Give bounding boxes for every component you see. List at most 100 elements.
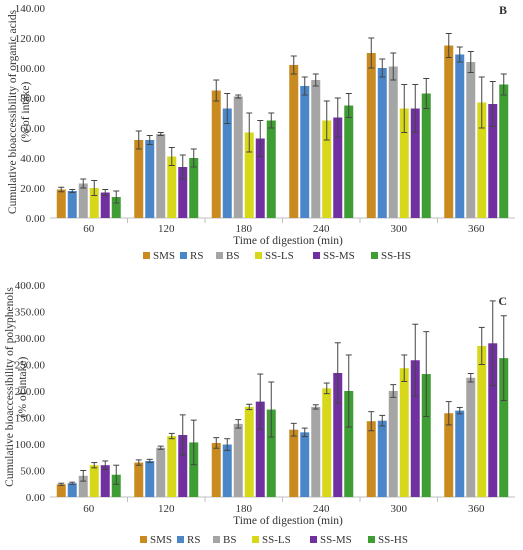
y-tick-label: 150.00 xyxy=(15,413,46,425)
bar xyxy=(222,444,232,497)
bar xyxy=(488,104,498,218)
legend-label: RS xyxy=(187,534,200,546)
legend: SMS RS BS SS-LS SS-MS SS-HS xyxy=(140,534,408,546)
chart-panel-b: B Cumulative bioaccessibility of organic… xyxy=(7,3,515,262)
legend-label: SMS xyxy=(150,534,172,546)
bar xyxy=(244,406,254,497)
bar xyxy=(178,167,188,218)
legend-label: SMS xyxy=(153,250,175,262)
bar xyxy=(67,191,77,218)
legend: SMS RS BS SS-LS SS-MS SS-HS xyxy=(143,250,411,262)
y-tick-label: 50.00 xyxy=(20,466,45,478)
bar xyxy=(377,68,387,218)
y-axis-title-unit: (% of intake) xyxy=(20,81,32,142)
bar xyxy=(300,432,310,497)
y-tick-label: 100.00 xyxy=(15,63,46,75)
x-tick-label: 60 xyxy=(83,503,95,515)
bar xyxy=(222,108,232,218)
legend-swatch xyxy=(371,252,378,259)
bar xyxy=(388,391,398,497)
bar xyxy=(455,54,465,218)
legend-swatch xyxy=(140,536,147,543)
bar xyxy=(134,140,144,218)
legend-swatch xyxy=(213,536,220,543)
bar xyxy=(289,65,299,218)
legend-swatch xyxy=(180,252,187,259)
legend-label: BS xyxy=(226,250,239,262)
legend-label: SS-LS xyxy=(265,250,294,262)
bar xyxy=(255,138,265,218)
x-tick-label: 180 xyxy=(236,223,253,235)
bar xyxy=(167,436,177,497)
x-tick-label: 60 xyxy=(83,223,95,235)
bar xyxy=(156,447,166,497)
bar xyxy=(266,120,276,218)
bar xyxy=(333,117,343,218)
x-tick-label: 360 xyxy=(468,223,485,235)
bar xyxy=(156,134,166,218)
y-tick-label: 0.00 xyxy=(26,213,46,225)
bar xyxy=(399,368,409,497)
bar xyxy=(399,108,409,218)
x-tick-label: 360 xyxy=(468,503,485,515)
x-tick-label: 120 xyxy=(158,223,175,235)
bar xyxy=(211,90,221,218)
legend-swatch xyxy=(310,536,317,543)
bar xyxy=(111,197,121,218)
legend-swatch xyxy=(143,252,150,259)
y-axis-title-unit: (% of intake) xyxy=(17,356,29,417)
bar xyxy=(100,192,110,218)
y-tick-label: 20.00 xyxy=(20,183,45,195)
y-axis-title: Cumulative bioaccessibility of polypheno… xyxy=(4,287,16,487)
bar xyxy=(322,120,332,218)
legend-swatch xyxy=(216,252,223,259)
bar xyxy=(388,66,398,218)
bar xyxy=(189,158,199,218)
y-tick-label: 0.00 xyxy=(26,492,46,504)
legend-label: SS-LS xyxy=(262,534,291,546)
bar xyxy=(189,442,199,497)
bar xyxy=(56,189,66,218)
bar xyxy=(89,188,99,218)
bar xyxy=(178,434,188,497)
x-tick-label: 240 xyxy=(313,223,330,235)
x-tick-label: 120 xyxy=(158,503,175,515)
bar xyxy=(455,410,465,497)
y-axis-title: Cumulative bioaccessibility of organic a… xyxy=(7,9,19,214)
x-axis-title: Time of digestion (min) xyxy=(233,235,343,247)
bar xyxy=(444,45,454,218)
bar xyxy=(89,465,99,497)
plot-area: 0.00 20.00 40.00 60.00 80.00 100.00 120.00 140.… xyxy=(15,3,515,235)
legend-swatch xyxy=(313,252,320,259)
bar xyxy=(233,96,243,218)
bar xyxy=(255,401,265,497)
bar xyxy=(421,93,431,218)
bar xyxy=(134,462,144,497)
legend-label: RS xyxy=(190,250,203,262)
bar xyxy=(366,421,376,497)
bar xyxy=(78,475,88,497)
bar xyxy=(211,442,221,497)
legend-swatch xyxy=(177,536,184,543)
bar xyxy=(477,102,487,218)
bar xyxy=(499,358,509,497)
bar xyxy=(499,84,509,218)
bar xyxy=(444,413,454,497)
x-tick-label: 240 xyxy=(313,503,330,515)
panel-label: B xyxy=(499,3,507,17)
bar xyxy=(410,360,420,497)
y-tick-label: 250.00 xyxy=(15,360,46,372)
y-tick-label: 140.00 xyxy=(15,3,46,15)
bar xyxy=(333,372,343,497)
y-tick-label: 300.00 xyxy=(15,333,46,345)
y-tick-label: 100.00 xyxy=(15,439,46,451)
bar xyxy=(111,474,121,497)
bar xyxy=(477,345,487,497)
legend-label: BS xyxy=(223,534,236,546)
panel-label: C xyxy=(498,294,507,308)
bar xyxy=(233,423,243,497)
legend-label: SS-HS xyxy=(381,250,411,262)
legend-label: SS-HS xyxy=(378,534,408,546)
y-tick-label: 120.00 xyxy=(15,33,46,45)
